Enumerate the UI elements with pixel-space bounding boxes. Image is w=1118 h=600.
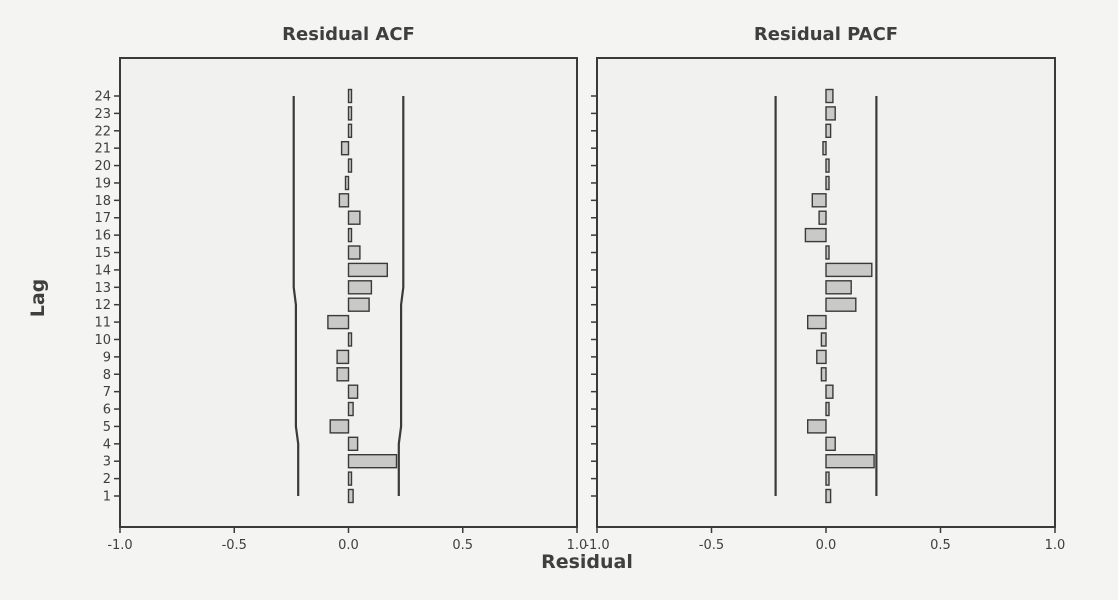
coefficient-bar <box>347 227 353 243</box>
lag-tick-label: 16 <box>94 229 111 244</box>
coefficient-bar <box>347 454 398 469</box>
chart-title: Residual ACF <box>282 24 415 45</box>
lag-tick-label: 13 <box>94 281 111 296</box>
coefficient-bar <box>347 210 361 225</box>
coefficient-bar <box>347 384 359 399</box>
lag-tick-label: 1 <box>103 490 111 505</box>
coefficient-bar <box>825 175 830 191</box>
coefficient-bar <box>825 123 832 139</box>
lower-confidence-limit <box>292 96 300 496</box>
coefficient-bar <box>347 106 353 121</box>
lag-tick-label: 21 <box>94 142 111 157</box>
coefficient-bar <box>818 210 827 225</box>
x-tick-label: 0.5 <box>452 538 473 553</box>
lag-tick-label: 15 <box>94 246 111 261</box>
lag-tick-label: 4 <box>103 437 111 452</box>
coefficient-bar <box>825 262 873 278</box>
y-axis-title: Lag <box>27 279 49 318</box>
coefficient-bar <box>347 245 361 260</box>
coefficient-bar <box>825 280 852 295</box>
coefficient-bar <box>347 158 353 173</box>
lag-tick-label: 20 <box>94 159 111 174</box>
lag-tick-label: 22 <box>94 124 111 139</box>
coefficient-bar <box>807 314 827 330</box>
lag-tick-label: 7 <box>103 385 111 400</box>
coefficient-bar <box>347 471 353 486</box>
coefficient-bar <box>825 401 830 417</box>
lag-tick-label: 11 <box>94 316 111 331</box>
lag-tick-label: 10 <box>94 333 111 348</box>
coefficient-bar <box>825 436 836 451</box>
lag-tick-label: 9 <box>103 350 111 365</box>
coefficient-bar <box>329 419 350 434</box>
coefficient-bar <box>820 332 827 347</box>
x-tick-label: 1.0 <box>1045 538 1066 553</box>
lag-tick-label: 23 <box>94 107 111 122</box>
coefficient-bar <box>347 436 359 451</box>
coefficient-bar <box>347 297 370 312</box>
x-tick-label: 0.0 <box>338 538 359 553</box>
coefficient-bar <box>347 280 373 295</box>
coefficient-bar <box>807 419 827 434</box>
lag-tick-label: 5 <box>103 420 111 435</box>
pacf-panel: Residual PACF -1.0 -0.5 0.0 0.5 1.0 <box>584 24 1065 553</box>
acf-panel: Residual ACF-1.0 -0.5 0.0 0.5 1.012345678910… <box>94 24 587 553</box>
coefficient-bar <box>825 106 836 121</box>
lag-tick-label: 14 <box>94 263 111 278</box>
coefficient-bar <box>336 367 350 382</box>
coefficient-bar <box>347 262 388 278</box>
coefficient-bar <box>816 349 827 365</box>
x-tick-label: 1.0 <box>567 538 588 553</box>
coefficient-bar <box>347 88 353 104</box>
coefficient-bar <box>344 175 350 191</box>
lag-tick-label: 8 <box>103 368 111 383</box>
upper-confidence-limit <box>397 96 405 496</box>
x-tick-label: 0.5 <box>930 538 951 553</box>
coefficient-bar <box>825 88 834 104</box>
coefficient-bar <box>825 384 834 399</box>
coefficient-bar <box>825 454 875 469</box>
coefficient-bar <box>347 488 354 504</box>
coefficient-bar <box>825 158 830 173</box>
lag-tick-label: 24 <box>94 90 111 105</box>
lag-tick-label: 3 <box>103 455 111 470</box>
coefficient-bar <box>347 123 353 139</box>
lag-tick-label: 17 <box>94 211 111 226</box>
chart-title: Residual PACF <box>754 24 898 45</box>
coefficient-bar <box>804 227 827 243</box>
coefficient-bar <box>825 297 857 312</box>
coefficient-bar <box>820 367 827 382</box>
x-tick-label: -1.0 <box>107 538 132 553</box>
x-axis-title: Residual <box>541 551 633 573</box>
coefficient-bar <box>336 349 350 365</box>
coefficient-bar <box>338 193 350 208</box>
coefficient-bar <box>327 314 350 330</box>
coefficient-bar <box>825 488 832 504</box>
coefficient-bar <box>347 401 354 417</box>
lag-tick-label: 19 <box>94 176 111 191</box>
coefficient-bar <box>825 245 830 260</box>
coefficient-bar <box>340 140 350 156</box>
coefficient-bar <box>825 471 830 486</box>
lag-tick-label: 12 <box>94 298 111 313</box>
x-tick-label: -0.5 <box>222 538 247 553</box>
coefficient-bar <box>822 140 827 156</box>
x-tick-label: -0.5 <box>699 538 724 553</box>
coefficient-bar <box>347 332 353 347</box>
lag-tick-label: 6 <box>103 403 111 418</box>
lag-tick-label: 18 <box>94 194 111 209</box>
x-tick-label: 0.0 <box>816 538 837 553</box>
lag-tick-label: 2 <box>103 472 111 487</box>
x-tick-label: -1.0 <box>584 538 609 553</box>
coefficient-bar <box>811 193 827 208</box>
